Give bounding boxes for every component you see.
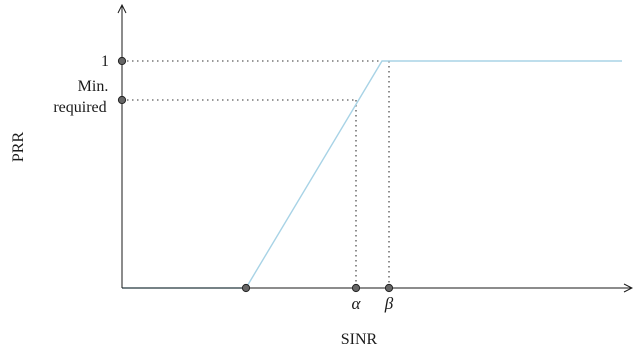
y-tick-min-label-line1: Min. bbox=[78, 78, 109, 95]
y-tick-min-label-line2: required bbox=[53, 99, 106, 116]
prr-curve bbox=[122, 60, 622, 289]
x-axis-label: SINR bbox=[341, 331, 378, 348]
y-axis-label: PRR bbox=[10, 132, 27, 163]
marker-x-beta bbox=[384, 283, 394, 293]
markers bbox=[117, 56, 394, 293]
marker-x-threshold bbox=[241, 283, 251, 293]
y-tick-one-label: 1 bbox=[101, 53, 109, 70]
guide-lines bbox=[122, 60, 460, 288]
marker-y-min-required bbox=[117, 95, 127, 105]
marker-x-alpha bbox=[351, 283, 361, 293]
marker-y-one bbox=[117, 56, 127, 66]
x-tick-alpha-label: α bbox=[352, 294, 362, 313]
x-tick-beta-label: β bbox=[384, 294, 394, 313]
